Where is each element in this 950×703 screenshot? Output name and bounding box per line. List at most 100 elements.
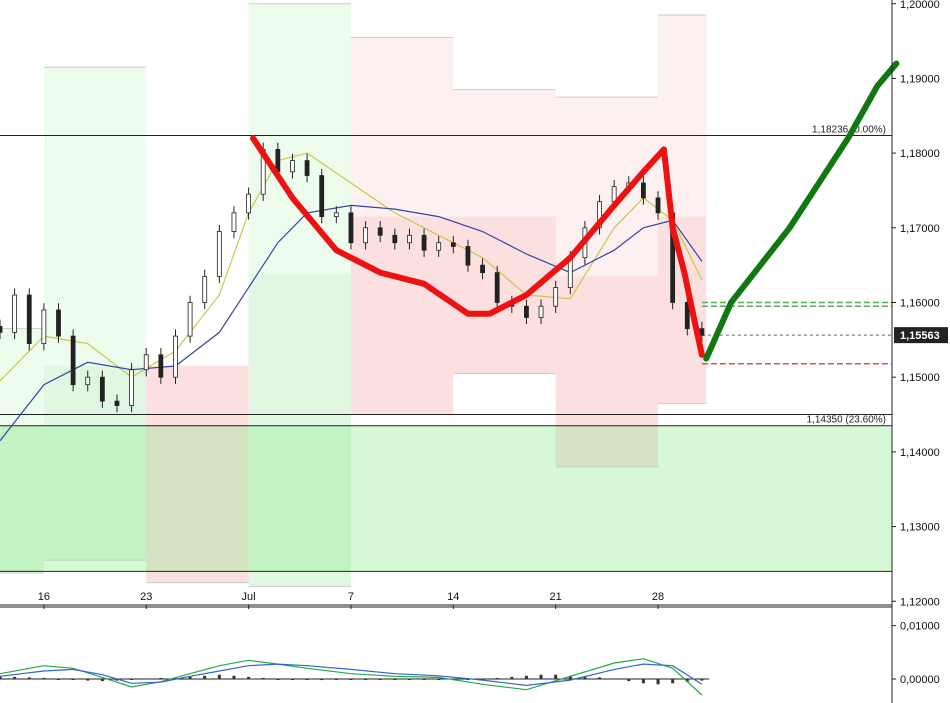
oscillator-bar	[524, 675, 528, 679]
oscillator-bar	[305, 679, 309, 680]
price-tick-label-2: 1,18000	[900, 148, 940, 160]
candle-body	[85, 376, 91, 386]
oscillator-bar	[685, 679, 689, 682]
oscillator-bar	[188, 676, 192, 679]
zone-lower-5	[453, 216, 556, 374]
candle-body	[538, 305, 544, 318]
zone-lower-6	[555, 276, 659, 467]
candle-body	[246, 193, 251, 214]
candle-body	[26, 294, 32, 344]
candle-body	[216, 231, 222, 277]
candle-body	[348, 212, 354, 244]
oscillator-bar	[539, 674, 543, 679]
oscillator-bar	[159, 677, 163, 679]
candle-body	[597, 201, 602, 229]
date-tick-label-3: 7	[348, 591, 354, 603]
candle-body	[655, 197, 661, 214]
oscillator-bar	[42, 677, 46, 679]
oscillator-bar	[627, 679, 631, 682]
candle-body	[494, 272, 500, 303]
oscillator-bar	[671, 679, 675, 684]
date-tick-label-4: 14	[447, 591, 459, 603]
oscillator-bar	[217, 674, 221, 679]
price-tick-label-4: 1,16000	[900, 298, 940, 310]
price-tick-label-7: 1,13000	[900, 522, 940, 534]
oscillator-bar	[203, 675, 207, 679]
oscillator-bar	[130, 679, 134, 680]
candle-body	[480, 264, 485, 274]
candle-body	[450, 242, 456, 247]
zone-lower-3	[248, 274, 351, 587]
fib-level-label-0: 1,18236 (0.00%)	[812, 124, 886, 135]
price-tick-label-3: 1,17000	[900, 223, 940, 235]
oscillator-bar	[56, 679, 60, 680]
annotation-stroke-1	[703, 60, 900, 362]
candle-body	[99, 376, 105, 402]
candle-body	[465, 246, 471, 266]
candle-body	[202, 275, 208, 303]
annotation-stroke-0	[250, 135, 705, 358]
oscillator-bar	[364, 679, 368, 680]
oscillator-bar	[100, 679, 104, 682]
candle-body	[0, 326, 3, 333]
price-tick-label-1: 1,19000	[900, 73, 940, 85]
oscillator-line-0	[0, 658, 703, 696]
zone-upper-0	[0, 328, 44, 426]
candle-body	[231, 212, 237, 232]
oscillator-bar	[598, 677, 602, 679]
current-price-label: 1,15563	[900, 330, 940, 342]
zone-lower-7	[658, 216, 707, 404]
fib-level-label-1: 1,14350 (23.60%)	[806, 415, 886, 426]
oscillator-bar	[86, 679, 90, 681]
annotations-layer	[250, 60, 900, 362]
oscillator-line-1	[0, 663, 703, 687]
candle-body	[70, 335, 76, 386]
oscillator-bar	[700, 679, 704, 681]
price-tick-label-8: 1,12000	[900, 596, 940, 608]
date-tick-label-2: Jul	[242, 591, 256, 603]
oscillator-bar	[334, 679, 338, 681]
oscillator-bar	[407, 679, 411, 680]
zone-upper-3	[248, 3, 351, 275]
oscillator-bar	[612, 678, 616, 680]
price-tick-label-6: 1,14000	[900, 447, 940, 459]
oscillator-tick-label-1: 0,00000	[900, 674, 940, 686]
candle-body	[56, 309, 61, 337]
price-tick-label-5: 1,15000	[900, 372, 940, 384]
zone-upper-4	[350, 37, 454, 217]
candle-body	[553, 287, 559, 307]
candle-body	[407, 234, 412, 244]
date-tick-label-0: 16	[38, 591, 50, 603]
price-tick-label-0: 1,20000	[900, 0, 940, 11]
oscillator-bar	[290, 679, 294, 680]
candles-layer	[0, 142, 705, 413]
candle-body	[524, 305, 529, 318]
oscillator-bar	[495, 677, 499, 679]
oscillator-bar	[568, 675, 572, 679]
zone-lower-0	[0, 425, 44, 573]
candle-body	[158, 354, 164, 378]
candle-body	[319, 175, 325, 218]
date-tick-label-5: 21	[550, 591, 562, 603]
oscillator-bar	[320, 679, 324, 681]
candle-body	[12, 294, 18, 333]
fib-zone-fill	[0, 425, 892, 572]
candle-body	[436, 242, 442, 251]
oscillator-layer: 0,01000 0,00000	[0, 606, 940, 696]
candle-body	[363, 227, 368, 244]
oscillator-bar	[0, 676, 2, 679]
zones-layer	[0, 3, 892, 587]
candle-body	[41, 309, 47, 344]
zone-upper-6	[555, 97, 659, 277]
oscillator-bar	[422, 679, 426, 680]
oscillator-bar	[27, 677, 31, 679]
candle-body	[684, 302, 690, 330]
oscillator-bar	[466, 679, 470, 681]
oscillator-bar	[393, 679, 397, 680]
candle-body	[304, 160, 310, 176]
zone-lower-4	[350, 216, 454, 415]
candle-body	[290, 160, 295, 173]
candle-body	[187, 302, 193, 337]
